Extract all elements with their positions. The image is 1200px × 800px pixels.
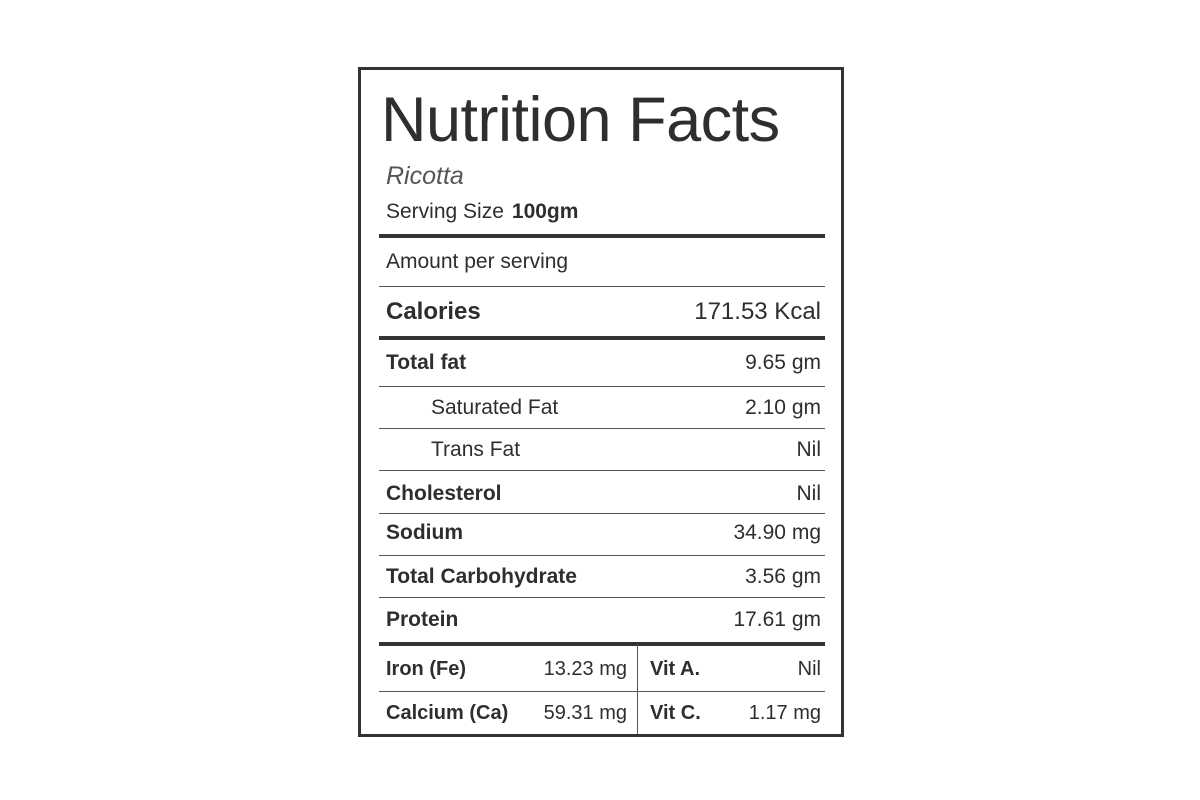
- nutrient-value: 2.10 gm: [745, 396, 821, 419]
- nutrient-row: Total Carbohydrate 3.56 gm: [386, 556, 821, 598]
- serving-size-label: Serving Size: [386, 200, 504, 223]
- nutrient-row: Saturated Fat 2.10 gm: [386, 387, 821, 429]
- divider: [379, 597, 825, 598]
- mineral-row: Iron (Fe) 13.23 mg: [386, 648, 627, 690]
- column-divider: [637, 644, 638, 734]
- nutrient-value: Nil: [796, 438, 822, 461]
- calories-row: Calories 171.53 Kcal: [386, 287, 821, 337]
- vitamin-label: Vit C.: [650, 701, 701, 724]
- vitamin-row: Vit C. 1.17 mg: [650, 692, 821, 734]
- serving-size: Serving Size 100gm: [386, 198, 578, 226]
- mineral-value: 13.23 mg: [543, 657, 627, 680]
- nutrient-value: Nil: [796, 482, 822, 505]
- divider: [379, 691, 825, 692]
- serving-size-value: 100gm: [511, 200, 579, 223]
- nutrient-row: Cholesterol Nil: [386, 473, 821, 515]
- nutrient-row: Sodium 34.90 mg: [386, 512, 821, 554]
- amount-per-serving: Amount per serving: [386, 240, 821, 284]
- nutrient-label: Sodium: [386, 521, 463, 544]
- vitamin-value: 1.17 mg: [748, 701, 821, 724]
- divider: [379, 286, 825, 287]
- calories-label: Calories: [386, 298, 481, 325]
- divider-thick: [379, 234, 825, 238]
- amount-label: Amount per serving: [386, 250, 569, 273]
- mineral-row: Calcium (Ca) 59.31 mg: [386, 692, 627, 734]
- nutrient-label: Trans Fat: [431, 438, 521, 461]
- divider-thick: [379, 336, 825, 340]
- divider: [379, 470, 825, 471]
- divider: [379, 513, 825, 514]
- nutrient-row: Total fat 9.65 gm: [386, 340, 821, 386]
- vitamin-value: Nil: [797, 657, 821, 680]
- divider: [379, 386, 825, 387]
- nutrient-label: Protein: [386, 608, 459, 631]
- nutrient-label: Total fat: [386, 351, 467, 374]
- divider: [379, 555, 825, 556]
- mineral-label: Iron (Fe): [386, 657, 466, 680]
- nutrient-label: Cholesterol: [386, 482, 502, 505]
- calories-value: 171.53 Kcal: [694, 298, 821, 325]
- mineral-value: 59.31 mg: [543, 701, 627, 724]
- nutrition-facts-label: Nutrition Facts Ricotta Serving Size 100g…: [358, 67, 844, 737]
- nutrient-value: 3.56 gm: [745, 565, 821, 588]
- nutrient-label: Total Carbohydrate: [386, 565, 577, 588]
- nutrient-value: 9.65 gm: [745, 351, 821, 374]
- divider: [379, 428, 825, 429]
- nutrient-row: Trans Fat Nil: [386, 429, 821, 471]
- divider-thick: [379, 642, 825, 646]
- nutrient-value: 17.61 gm: [733, 608, 821, 631]
- food-name: Ricotta: [386, 162, 464, 190]
- label-title: Nutrition Facts: [381, 85, 780, 155]
- nutrient-value: 34.90 mg: [733, 521, 821, 544]
- vitamin-row: Vit A. Nil: [650, 648, 821, 690]
- nutrient-row: Protein 17.61 gm: [386, 598, 821, 642]
- nutrient-label: Saturated Fat: [431, 396, 559, 419]
- mineral-label: Calcium (Ca): [386, 701, 509, 724]
- vitamin-label: Vit A.: [650, 657, 701, 680]
